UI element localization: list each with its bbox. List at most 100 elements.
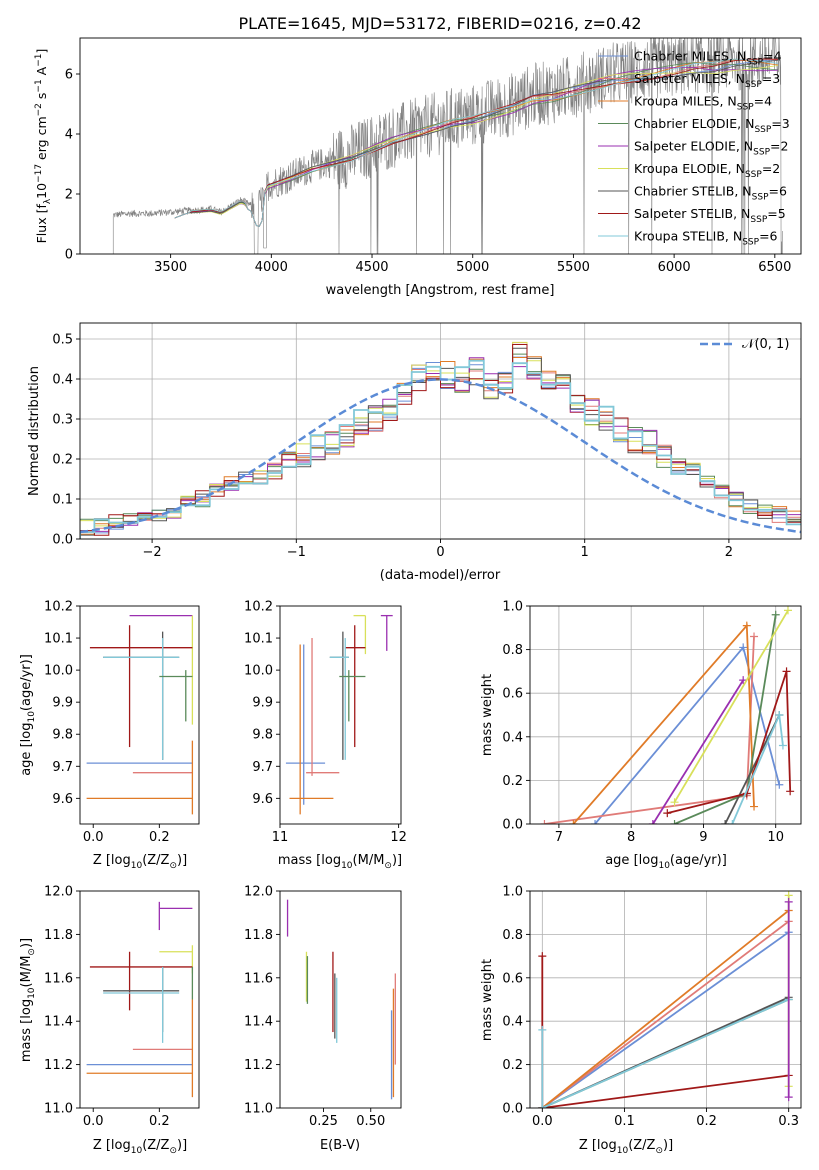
mass-weight-point xyxy=(728,820,737,824)
x-tick-label: −1 xyxy=(287,545,306,560)
x-axis-label: (data-model)/error xyxy=(380,568,501,583)
y-axis-label: mass weight xyxy=(480,674,495,756)
age-vs-metallicity-panel: 0.0 0.2 9.6 9.7 9.8 9.9 10.0 10.1 10.2 Z [log10(Z… xyxy=(19,600,200,871)
plot-area xyxy=(285,614,393,815)
y-tick-label: 11.4 xyxy=(44,1015,73,1030)
x-tick-label: 5000 xyxy=(456,260,489,275)
mass-weight-line xyxy=(541,956,789,1108)
mass-weight-point xyxy=(750,802,759,811)
residual-histogram-panel: −2 −1 0 1 2 0.0 0.1 0.2 0.3 0.4 0.5 𝒩(0, 1) (data-mo… xyxy=(27,322,802,583)
y-tick-label: 0 xyxy=(65,248,73,263)
legend-label: Salpeter ELODIE, NSSP=2 xyxy=(634,139,788,158)
mass-weight-line xyxy=(541,909,790,1108)
y-tick-label: 0.6 xyxy=(502,971,523,986)
y-tick-label: 0.8 xyxy=(502,643,523,658)
mass-weight-point xyxy=(569,820,578,824)
y-tick-label: 9.9 xyxy=(52,696,73,711)
x-tick-label: 0.50 xyxy=(356,1114,385,1129)
x-tick-label: 1 xyxy=(581,545,589,560)
x-tick-label: 10 xyxy=(767,830,784,845)
x-tick-label: 0.0 xyxy=(532,1114,553,1129)
legend-label: Kroupa MILES, NSSP=4 xyxy=(634,94,772,113)
y-tick-label: 0.2 xyxy=(52,453,73,468)
axes-frame xyxy=(279,890,402,1109)
y-tick-label: 1.0 xyxy=(502,885,523,900)
legend-label: Kroupa STELIB, NSSP=6 xyxy=(634,229,778,248)
y-tick-label: 11.8 xyxy=(244,928,273,943)
observed-spectrum-line xyxy=(112,38,783,254)
plot-area xyxy=(80,341,801,539)
y-axis-label: mass weight xyxy=(480,959,495,1041)
mass-weight-line xyxy=(544,636,755,824)
legend-label: Salpeter STELIB, NSSP=5 xyxy=(634,206,786,225)
x-axis-label: E(B-V) xyxy=(320,1138,360,1153)
age-vs-mass-panel: 11 12 9.6 9.7 9.8 9.9 10.0 10.1 10.2 mass [log10(… xyxy=(244,600,407,872)
mass-weight-line xyxy=(572,623,755,824)
x-tick-label: 7 xyxy=(555,830,563,845)
mass-weight-point xyxy=(591,820,600,824)
mass-weight-line xyxy=(667,671,792,814)
x-tick-label: −2 xyxy=(143,545,162,560)
mass-weight-point xyxy=(775,780,784,789)
axes-frame xyxy=(279,605,402,825)
mass-weight-line xyxy=(652,679,744,824)
mass-weight-point xyxy=(670,798,679,807)
x-tick-label: 0.3 xyxy=(778,1114,799,1129)
y-tick-label: 0.4 xyxy=(502,1015,523,1030)
x-tick-label: 6000 xyxy=(658,260,691,275)
weight-vs-metallicity-panel: 0.0 0.1 0.2 0.3 0.0 0.2 0.4 0.6 0.8 1.0 Z [log10(Z… xyxy=(480,885,802,1156)
legend-label: Chabrier ELODIE, NSSP=3 xyxy=(634,116,790,135)
y-tick-label: 11.0 xyxy=(44,1102,73,1117)
plot-area xyxy=(86,901,194,1098)
axes-frame xyxy=(79,605,200,825)
legend-label: Chabrier MILES, NSSP=4 xyxy=(634,49,782,68)
mass-weight-point xyxy=(538,1104,547,1108)
mass-weight-point xyxy=(782,667,791,676)
mass-weight-point xyxy=(775,711,784,719)
y-tick-label: 4 xyxy=(65,128,73,143)
y-tick-label: 12.0 xyxy=(244,885,273,900)
axes-frame xyxy=(79,890,200,1109)
y-tick-label: 9.6 xyxy=(52,792,73,807)
legend-label: Chabrier STELIB, NSSP=6 xyxy=(634,184,787,203)
y-tick-label: 0.8 xyxy=(502,928,523,943)
x-tick-label: 12 xyxy=(390,830,407,845)
axes-frame xyxy=(529,605,802,825)
mass-vs-metallicity-panel: 0.0 0.2 11.0 11.2 11.4 11.6 11.8 12.0 Z [log10(Z… xyxy=(19,885,200,1156)
y-tick-label: 0.6 xyxy=(502,687,523,702)
y-tick-label: 2 xyxy=(65,188,73,203)
x-tick-label: 9 xyxy=(699,830,707,845)
spectrum-panel: 3500 4000 4500 5000 5500 6000 6500 0 2 4 6 waveleng… xyxy=(34,37,802,298)
y-tick-label: 6 xyxy=(65,68,73,83)
x-tick-label: 11 xyxy=(272,830,289,845)
mass-weight-line xyxy=(674,614,777,824)
legend-label: 𝒩(0, 1) xyxy=(742,337,789,352)
x-tick-label: 0.0 xyxy=(83,830,104,845)
y-tick-label: 9.8 xyxy=(52,728,73,743)
mass-weight-point xyxy=(721,820,730,824)
y-tick-label: 9.8 xyxy=(252,728,273,743)
x-tick-label: 0.2 xyxy=(696,1114,717,1129)
y-tick-label: 0.5 xyxy=(52,333,73,348)
plot-area xyxy=(86,614,194,815)
x-axis-label: Z [log10(Z/Z⊙)] xyxy=(579,1138,673,1156)
weight-vs-age-panel: 7 8 9 10 0.0 0.2 0.4 0.6 0.8 1.0 age [log10(age/yr… xyxy=(480,600,802,871)
mass-weight-point xyxy=(783,606,792,615)
mass-weight-point xyxy=(771,610,780,619)
axes-frame xyxy=(79,37,802,255)
y-tick-label: 0.0 xyxy=(502,1102,523,1117)
mass-weight-point xyxy=(742,621,751,630)
y-tick-label: 9.7 xyxy=(52,760,73,775)
mass-weight-point xyxy=(778,741,787,750)
residual-histogram-step xyxy=(80,359,801,539)
x-axis-label: wavelength [Angstrom, rest frame] xyxy=(326,283,555,298)
plot-area xyxy=(538,891,793,1108)
mass-weight-point xyxy=(540,820,549,824)
y-tick-label: 0.2 xyxy=(502,1058,523,1073)
y-tick-label: 0.4 xyxy=(52,373,73,388)
x-tick-label: 6500 xyxy=(758,260,791,275)
y-tick-label: 10.1 xyxy=(44,632,73,647)
y-tick-label: 10.0 xyxy=(44,664,73,679)
mass-weight-point xyxy=(786,787,795,796)
